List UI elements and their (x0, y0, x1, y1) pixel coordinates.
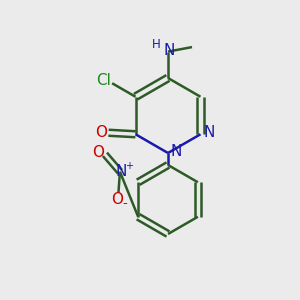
Text: +: + (125, 161, 133, 171)
Text: N: N (116, 164, 127, 179)
Text: O: O (111, 192, 123, 207)
Text: O: O (92, 145, 104, 160)
Text: N: N (171, 144, 182, 159)
Text: -: - (123, 197, 128, 210)
Text: Cl: Cl (96, 73, 111, 88)
Text: N: N (164, 44, 175, 59)
Text: O: O (95, 125, 107, 140)
Text: N: N (203, 125, 214, 140)
Text: H: H (152, 38, 161, 52)
